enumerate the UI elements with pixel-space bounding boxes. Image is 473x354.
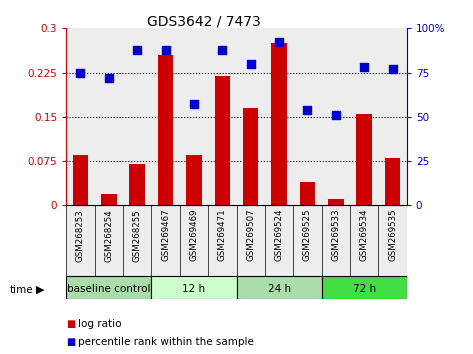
Text: log ratio: log ratio (78, 319, 122, 329)
Bar (129, 164, 145, 205)
Bar (378, 205, 407, 276)
Bar (180, 205, 208, 276)
Bar (378, 28, 407, 205)
Bar (208, 28, 236, 205)
Bar (214, 75, 230, 205)
Text: GSM268255: GSM268255 (132, 209, 142, 262)
Text: GSM269467: GSM269467 (161, 209, 170, 262)
Bar (350, 28, 378, 205)
Text: GSM269533: GSM269533 (331, 209, 341, 262)
Point (389, 66, 396, 72)
Point (219, 47, 226, 52)
Bar (158, 55, 173, 205)
Bar (236, 276, 322, 299)
Bar (66, 276, 151, 299)
Point (332, 112, 340, 118)
Text: time: time (9, 285, 33, 295)
Point (133, 47, 141, 52)
Bar (123, 28, 151, 205)
Bar (328, 199, 343, 205)
Bar (151, 28, 180, 205)
Point (77, 70, 84, 75)
Point (360, 64, 368, 70)
Bar (236, 205, 265, 276)
Bar (208, 205, 236, 276)
Bar (293, 205, 322, 276)
Text: GDS3642 / 7473: GDS3642 / 7473 (147, 14, 260, 28)
Text: ▶: ▶ (36, 285, 44, 295)
Text: 24 h: 24 h (268, 284, 290, 294)
Text: baseline control: baseline control (67, 284, 150, 294)
Text: GSM269469: GSM269469 (189, 209, 199, 261)
Text: ■: ■ (66, 337, 76, 347)
Point (247, 61, 254, 67)
Bar (293, 28, 322, 205)
Bar (236, 28, 265, 205)
Bar (123, 205, 151, 276)
Point (190, 102, 198, 107)
Text: 12 h: 12 h (183, 284, 205, 294)
Bar (95, 205, 123, 276)
Text: GSM269535: GSM269535 (388, 209, 397, 262)
Text: GSM269471: GSM269471 (218, 209, 227, 262)
Bar (243, 108, 258, 205)
Text: GSM269507: GSM269507 (246, 209, 255, 262)
Bar (299, 182, 315, 205)
Text: GSM268254: GSM268254 (104, 209, 114, 262)
Text: 72 h: 72 h (353, 284, 376, 294)
Bar (322, 276, 407, 299)
Text: percentile rank within the sample: percentile rank within the sample (78, 337, 254, 347)
Bar (180, 28, 208, 205)
Text: GSM268253: GSM268253 (76, 209, 85, 262)
Text: GSM269525: GSM269525 (303, 209, 312, 262)
Bar (356, 114, 372, 205)
Bar (151, 276, 236, 299)
Bar (151, 205, 180, 276)
Point (105, 75, 113, 81)
Bar (101, 194, 116, 205)
Bar (322, 28, 350, 205)
Bar (265, 205, 293, 276)
Bar (265, 28, 293, 205)
Bar (385, 158, 400, 205)
Point (304, 107, 311, 113)
Point (275, 40, 283, 45)
Bar (271, 43, 287, 205)
Bar (66, 28, 95, 205)
Bar (186, 155, 201, 205)
Text: ■: ■ (66, 319, 76, 329)
Bar (73, 155, 88, 205)
Bar (95, 28, 123, 205)
Text: GSM269524: GSM269524 (274, 209, 284, 262)
Text: GSM269534: GSM269534 (359, 209, 369, 262)
Bar (66, 205, 95, 276)
Bar (322, 205, 350, 276)
Bar (350, 205, 378, 276)
Point (162, 47, 169, 52)
